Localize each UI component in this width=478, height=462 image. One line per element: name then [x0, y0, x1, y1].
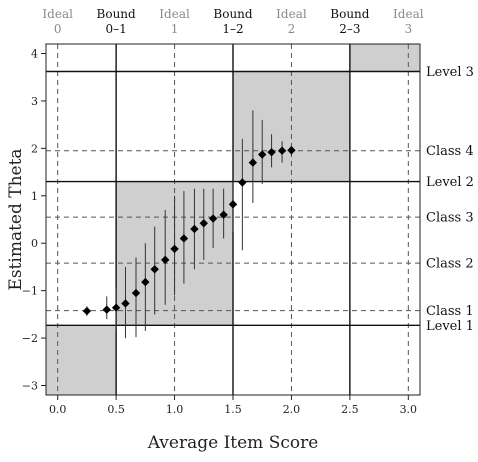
data-point [170, 244, 179, 254]
class-label: Class 3 [426, 211, 474, 226]
data-point [121, 299, 130, 308]
ideal-value: 1 [171, 22, 179, 36]
class-label: Class 4 [426, 144, 474, 159]
y-tick-label: 3 [31, 95, 38, 108]
level-label: Level 2 [426, 175, 474, 190]
ideal-label: Ideal [276, 7, 307, 21]
ideal-label: Ideal [393, 7, 424, 21]
x-tick-label: 2.5 [341, 403, 359, 416]
data-point [267, 147, 276, 157]
bound-value: 2–3 [339, 22, 360, 36]
y-tick-label: −1 [22, 285, 38, 298]
y-tick-label: 2 [31, 142, 38, 155]
y-tick-label: −2 [22, 332, 38, 345]
x-tick-label: 0.5 [107, 403, 125, 416]
y-tick-label: 1 [31, 190, 38, 203]
data-point [199, 219, 208, 228]
x-tick-label: 1.0 [166, 403, 184, 416]
vertical-reference-lines [57, 44, 409, 395]
axes: 0.0 0.5 1.0 1.5 2.0 2.5 3.0 −3 −2 −1 0 1 2 3 4 [22, 47, 417, 416]
data-point [287, 146, 296, 155]
bound-label: Bound [330, 7, 370, 21]
ideal-value: 0 [54, 22, 62, 36]
class-label: Class 1 [426, 304, 474, 319]
y-tick-label: −3 [22, 380, 38, 393]
data-point [150, 265, 159, 274]
class-label: Class 2 [426, 257, 474, 272]
bound-value: 1–2 [222, 22, 243, 36]
y-tick-label: 0 [31, 237, 38, 250]
bound-value: 0–1 [105, 22, 126, 36]
ideal-label: Ideal [42, 7, 73, 21]
x-tick-label: 0.0 [49, 403, 67, 416]
data-point [102, 305, 111, 314]
data-points [82, 110, 296, 339]
x-tick-label: 2.0 [283, 403, 301, 416]
ideal-value: 2 [288, 22, 296, 36]
top-labels: Ideal0Bound0–1Ideal1Bound1–2Ideal2Bound2… [42, 7, 423, 36]
shaded-region [349, 44, 420, 72]
x-axis-title: Average Item Score [147, 433, 319, 453]
bound-label: Bound [97, 7, 137, 21]
data-point [238, 178, 247, 187]
level-label: Level 1 [426, 319, 474, 334]
data-point [277, 146, 287, 155]
ideal-label: Ideal [159, 7, 190, 21]
data-point [208, 214, 218, 223]
data-point [161, 255, 170, 265]
data-point [82, 306, 92, 316]
data-point [131, 288, 141, 298]
shaded-region [46, 325, 117, 395]
data-point [111, 303, 121, 312]
y-tick-label: 4 [31, 47, 38, 60]
right-labels: Level 3 Class 4 Level 2 Class 3 Class 2 Class… [426, 65, 474, 334]
data-point [228, 200, 238, 209]
y-axis-title: Estimated Theta [6, 148, 26, 290]
data-point [258, 150, 267, 159]
x-tick-label: 3.0 [400, 403, 418, 416]
x-tick-label: 1.5 [224, 403, 242, 416]
data-point [141, 277, 150, 287]
ideal-value: 3 [404, 22, 412, 36]
bound-label: Bound [213, 7, 253, 21]
data-point [190, 224, 199, 234]
level-label: Level 3 [426, 65, 474, 80]
data-point [219, 210, 228, 219]
data-point [179, 234, 189, 243]
data-point [248, 158, 258, 167]
